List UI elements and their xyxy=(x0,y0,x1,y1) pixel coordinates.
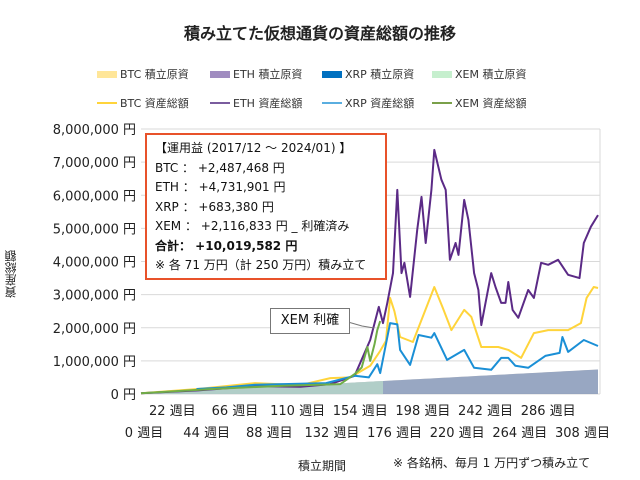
x-tick-label: 286 週目 xyxy=(521,404,576,419)
x-tick-label: 220 週目 xyxy=(430,426,485,441)
info-line-xem: XEM ： +2,116,833 円 _ 利確済み xyxy=(155,219,350,233)
legend-label: XRP 積立原資 xyxy=(345,68,415,81)
chart-note: ※ 各銘柄、毎月 1 万円ずつ積み立て xyxy=(393,456,591,470)
x-tick-label: 66 週目 xyxy=(212,404,259,419)
legend-label: ETH 資産総額 xyxy=(233,97,303,110)
profit-info-box: 【運用益 (2017/12 ～ 2024/01) 】 BTC ： +2,487,… xyxy=(145,133,387,280)
info-line-xrp: XRP ： +683,380 円 xyxy=(155,199,274,214)
legend-swatch xyxy=(432,70,452,78)
x-tick-label: 110 週目 xyxy=(270,404,325,419)
y-tick-label: 1,000,000 円 xyxy=(53,355,136,370)
legend-item-xem-principal: XEM 積立原資 xyxy=(432,66,526,82)
callout-pointer xyxy=(347,321,375,329)
legend-label: BTC 資産総額 xyxy=(120,97,189,110)
legend-item-btc-principal: BTC 積立原資 xyxy=(97,66,189,82)
legend-item-xrp-total: XRP 資産総額 xyxy=(322,95,414,111)
xem-callout: XEM 利確 xyxy=(270,308,350,334)
legend-label: XEM 資産総額 xyxy=(455,97,527,110)
legend-line xyxy=(322,102,342,104)
legend-item-xrp-principal: XRP 積立原資 xyxy=(322,66,414,82)
y-tick-label: 0 円 xyxy=(111,388,136,403)
info-heading: 【運用益 (2017/12 ～ 2024/01) 】 xyxy=(155,141,352,155)
legend-swatch xyxy=(97,70,117,78)
legend-item-btc-total: BTC 資産総額 xyxy=(97,95,189,111)
x-tick-label: 0 週目 xyxy=(125,426,163,441)
series-line-xem xyxy=(140,320,382,395)
y-tick-label: 6,000,000 円 xyxy=(53,189,136,204)
legend-swatch xyxy=(322,70,342,78)
x-tick-label: 264 週目 xyxy=(492,426,547,441)
x-tick-label: 242 週目 xyxy=(458,404,513,419)
x-tick-label: 132 週目 xyxy=(304,426,359,441)
x-tick-label: 176 週目 xyxy=(367,426,422,441)
x-tick-label: 154 週目 xyxy=(333,404,388,419)
legend-item-eth-total: ETH 資産総額 xyxy=(210,95,302,111)
legend-line xyxy=(97,102,117,104)
x-tick-label: 198 週目 xyxy=(395,404,450,419)
info-line-eth: ETH ： +4,731,901 円 xyxy=(155,180,286,194)
info-total: 合計： +10,019,582 円 xyxy=(155,238,298,253)
legend-item-xem-total: XEM 資産総額 xyxy=(432,95,526,111)
x-axis-title: 積立期間 xyxy=(298,459,347,473)
legend-line xyxy=(432,102,452,104)
legend-label: XEM 積立原資 xyxy=(455,68,527,81)
chart-title: 積み立てた仮想通貨の資産総額の推移 xyxy=(183,24,456,43)
y-tick-label: 3,000,000 円 xyxy=(53,289,136,304)
y-tick-label: 7,000,000 円 xyxy=(53,156,136,171)
x-tick-label: 308 週目 xyxy=(555,426,610,441)
y-tick-label: 2,000,000 円 xyxy=(53,322,136,337)
legend-swatch xyxy=(210,70,230,78)
x-tick-label: 44 週目 xyxy=(183,426,230,441)
y-tick-label: 4,000,000 円 xyxy=(53,256,136,271)
y-tick-label: 8,000,000 円 xyxy=(53,123,136,138)
series-line-eth xyxy=(140,148,599,395)
legend-label: BTC 積立原資 xyxy=(120,68,189,81)
x-tick-label: 88 週目 xyxy=(246,426,293,441)
legend-label: ETH 積立原資 xyxy=(233,68,303,81)
x-tick-label: 22 週目 xyxy=(149,404,196,419)
legend-label: XRP 資産総額 xyxy=(345,97,415,110)
info-line-btc: BTC ： +2,487,468 円 xyxy=(155,160,285,175)
y-tick-label: 5,000,000 円 xyxy=(53,222,136,237)
y-axis-title: 資産総額 xyxy=(4,250,18,298)
info-footnote: ※ 各 71 万円（計 250 万円）積み立て xyxy=(155,258,367,272)
legend-line xyxy=(210,102,230,104)
legend-item-eth-principal: ETH 積立原資 xyxy=(210,66,302,82)
